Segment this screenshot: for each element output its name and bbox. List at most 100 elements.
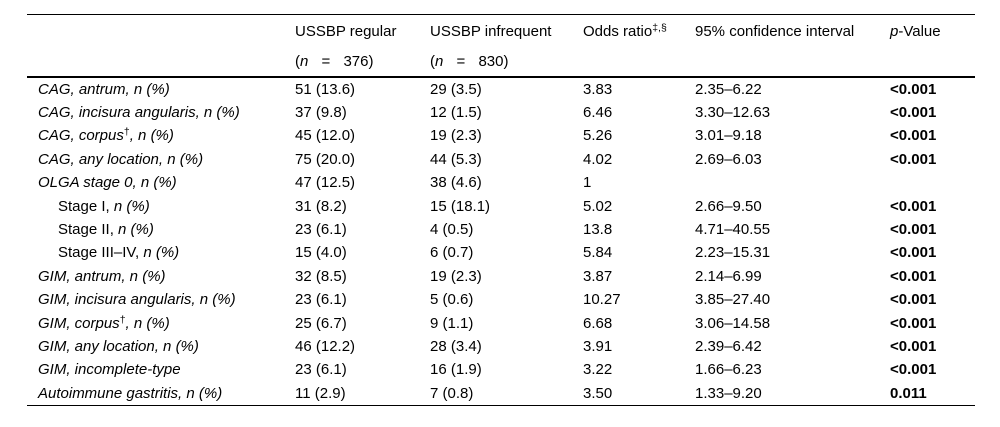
cell-confidence-interval: 3.85–27.40 bbox=[695, 291, 771, 309]
table-body: CAG, antrum, n (%) 51 (13.6) 29 (3.5) 3.83 2… bbox=[27, 77, 975, 407]
cell-ussbp-infrequent: 7 (0.8) bbox=[430, 381, 583, 407]
cell-odds-ratio: 13.8 bbox=[583, 220, 613, 238]
cell-ussbp-regular: 46 (12.2) bbox=[295, 337, 356, 355]
footnote-marker: ‡,§ bbox=[652, 22, 667, 34]
cell-ussbp-regular: 75 (20.0) bbox=[295, 150, 356, 168]
cell-p-value: <0.001 bbox=[890, 291, 937, 309]
cell-ussbp-infrequent: 44 (5.3) bbox=[430, 150, 482, 168]
cell-confidence-interval: 4.71–40.55 bbox=[695, 220, 771, 238]
cell-p-value: <0.001 bbox=[890, 150, 937, 168]
cell-ussbp-regular: 11 (2.9) bbox=[295, 381, 430, 407]
cell-odds-ratio: 10.27 bbox=[583, 291, 621, 309]
footnote-marker: † bbox=[119, 313, 126, 326]
row-label: Stage II, n (%) bbox=[58, 220, 154, 238]
cell-p-value: <0.001 bbox=[890, 127, 937, 145]
cell-p-value: <0.001 bbox=[890, 220, 937, 238]
table-row-gim-corpus: GIM, corpus†, n (%) 25 (6.7) 9 (1.1) 6.68 3.… bbox=[27, 312, 975, 335]
cell-p-value: <0.001 bbox=[890, 314, 937, 332]
row-label: GIM, incomplete-type bbox=[38, 361, 181, 379]
col-header-label: Odds ratio‡,§ bbox=[583, 22, 667, 40]
col-header-odds-ratio: Odds ratio‡,§ bbox=[583, 14, 695, 78]
table-row-cag-any-location: CAG, any location, n (%) 75 (20.0) 44 (5.3… bbox=[27, 148, 975, 171]
cell-ussbp-regular: 15 (4.0) bbox=[295, 244, 347, 262]
col-header-label: USSBP infrequent bbox=[430, 23, 552, 40]
col-header-confidence-interval: 95% confidence interval bbox=[695, 14, 890, 78]
table-row-cag-corpus: CAG, corpus†, n (%) 45 (12.0) 19 (2.3) 5.26… bbox=[27, 124, 975, 147]
cell-p-value: 0.011 bbox=[890, 381, 975, 407]
col-header-ussbp-infrequent: USSBP infrequent (n = 830) bbox=[430, 14, 583, 78]
cell-ussbp-regular: 23 (6.1) bbox=[295, 291, 347, 309]
cell-p-value: <0.001 bbox=[890, 361, 937, 379]
table-row-gim-incomplete-type: GIM, incomplete-type 23 (6.1) 16 (1.9) 3.22… bbox=[27, 358, 975, 381]
table-row-cag-antrum: CAG, antrum, n (%) 51 (13.6) 29 (3.5) 3.83 2… bbox=[27, 77, 975, 101]
table-row-autoimmune-gastritis: Autoimmune gastritis, n (%) 11 (2.9) 7 (0.… bbox=[27, 381, 975, 407]
row-label: GIM, incisura angularis, n (%) bbox=[38, 291, 236, 309]
cell-confidence-interval: 2.66–9.50 bbox=[695, 197, 762, 215]
cell-ussbp-infrequent: 12 (1.5) bbox=[430, 103, 482, 121]
cell-ussbp-infrequent: 9 (1.1) bbox=[430, 314, 474, 332]
table-row-stage-iii-iv: Stage III–IV, n (%) 15 (4.0) 6 (0.7) 5.84 2.… bbox=[27, 241, 975, 264]
row-label: Stage III–IV, n (%) bbox=[58, 244, 180, 262]
cell-p-value: <0.001 bbox=[890, 197, 937, 215]
cell-confidence-interval: 2.35–6.22 bbox=[695, 80, 762, 98]
cell-odds-ratio: 3.83 bbox=[583, 80, 613, 98]
cell-p-value bbox=[890, 171, 975, 194]
cell-ussbp-regular: 25 (6.7) bbox=[295, 314, 347, 332]
comparison-table: USSBP regular (n = 376) USSBP infrequent… bbox=[27, 14, 975, 407]
row-label: CAG, incisura angularis, n (%) bbox=[38, 103, 240, 121]
cell-confidence-interval: 2.14–6.99 bbox=[695, 267, 762, 285]
cell-ussbp-regular: 23 (6.1) bbox=[295, 361, 347, 379]
col-header-ussbp-regular: USSBP regular (n = 376) bbox=[295, 14, 430, 78]
cell-ussbp-infrequent: 19 (2.3) bbox=[430, 267, 482, 285]
cell-confidence-interval bbox=[695, 171, 890, 194]
cell-confidence-interval: 1.33–9.20 bbox=[695, 381, 890, 407]
row-label: GIM, any location, n (%) bbox=[38, 337, 199, 355]
table-row-cag-incisura-angularis: CAG, incisura angularis, n (%) 37 (9.8) 12… bbox=[27, 101, 975, 124]
cell-p-value: <0.001 bbox=[890, 80, 937, 98]
row-label: GIM, antrum, n (%) bbox=[38, 267, 166, 285]
comparison-table-wrap: USSBP regular (n = 376) USSBP infrequent… bbox=[27, 14, 975, 407]
cell-ussbp-regular: 37 (9.8) bbox=[295, 103, 347, 121]
cell-ussbp-infrequent: 16 (1.9) bbox=[430, 361, 482, 379]
row-label: CAG, antrum, n (%) bbox=[38, 80, 170, 98]
cell-odds-ratio: 5.02 bbox=[583, 197, 613, 215]
cell-ussbp-regular: 32 (8.5) bbox=[295, 267, 347, 285]
row-label: OLGA stage 0, n (%) bbox=[38, 174, 177, 192]
cell-ussbp-infrequent: 28 (3.4) bbox=[430, 337, 482, 355]
table-row-gim-antrum: GIM, antrum, n (%) 32 (8.5) 19 (2.3) 3.87 2.… bbox=[27, 265, 975, 288]
table-row-gim-incisura-angularis: GIM, incisura angularis, n (%) 23 (6.1) 5 … bbox=[27, 288, 975, 311]
row-label: Stage I, n (%) bbox=[58, 197, 150, 215]
cell-ussbp-infrequent: 5 (0.6) bbox=[430, 291, 474, 309]
table-row-olga-stage-0: OLGA stage 0, n (%) 47 (12.5) 38 (4.6) 1 bbox=[27, 171, 975, 194]
cell-odds-ratio: 6.68 bbox=[583, 314, 613, 332]
cell-ussbp-infrequent: 6 (0.7) bbox=[430, 244, 474, 262]
cell-ussbp-infrequent: 15 (18.1) bbox=[430, 197, 491, 215]
cell-p-value: <0.001 bbox=[890, 337, 937, 355]
cell-ussbp-regular: 23 (6.1) bbox=[295, 220, 347, 238]
cell-odds-ratio: 3.22 bbox=[583, 361, 613, 379]
row-label: CAG, any location, n (%) bbox=[38, 150, 204, 168]
cell-confidence-interval: 3.01–9.18 bbox=[695, 127, 762, 145]
cell-odds-ratio: 3.50 bbox=[583, 381, 695, 407]
cell-confidence-interval: 2.69–6.03 bbox=[695, 150, 762, 168]
cell-odds-ratio: 4.02 bbox=[583, 150, 613, 168]
cell-odds-ratio: 3.87 bbox=[583, 267, 613, 285]
col-header-label: 95% confidence interval bbox=[695, 23, 855, 40]
cell-ussbp-infrequent: 19 (2.3) bbox=[430, 127, 482, 145]
table-row-gim-any-location: GIM, any location, n (%) 46 (12.2) 28 (3.4… bbox=[27, 335, 975, 358]
cell-confidence-interval: 2.39–6.42 bbox=[695, 337, 762, 355]
cell-ussbp-regular: 45 (12.0) bbox=[295, 127, 356, 145]
cell-ussbp-infrequent: 4 (0.5) bbox=[430, 220, 474, 238]
header-row: USSBP regular (n = 376) USSBP infrequent… bbox=[27, 14, 975, 78]
col-header-label: USSBP regular bbox=[295, 23, 397, 40]
cell-odds-ratio: 5.84 bbox=[583, 244, 613, 262]
cell-ussbp-regular: 51 (13.6) bbox=[295, 80, 356, 98]
cell-odds-ratio: 3.91 bbox=[583, 337, 613, 355]
row-label: Autoimmune gastritis, n (%) bbox=[27, 381, 295, 407]
cell-confidence-interval: 3.06–14.58 bbox=[695, 314, 771, 332]
col-header-row-label bbox=[27, 14, 295, 78]
cell-confidence-interval: 3.30–12.63 bbox=[695, 103, 771, 121]
cell-odds-ratio: 5.26 bbox=[583, 127, 613, 145]
col-header-label: p-Value bbox=[890, 23, 941, 40]
col-header-sublabel: (n = 376) bbox=[295, 53, 374, 70]
